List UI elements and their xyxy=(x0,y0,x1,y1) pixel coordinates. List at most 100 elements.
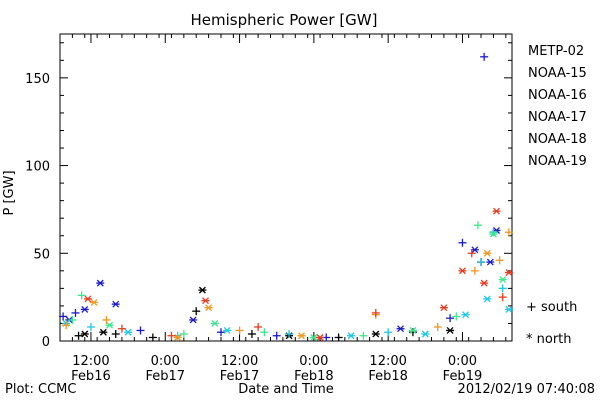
data-point-north xyxy=(223,327,232,334)
data-point-south xyxy=(247,329,256,338)
data-point-north xyxy=(486,258,495,266)
data-point-north xyxy=(489,230,498,238)
legend-north: * north xyxy=(526,332,572,347)
data-point-north xyxy=(111,300,120,308)
legend-item: NOAA-16 xyxy=(528,88,587,103)
data-point-south xyxy=(136,326,145,335)
y-axis-label: P [GW] xyxy=(2,170,17,215)
y-tick-label: 50 xyxy=(33,247,50,262)
x-tick-date: Feb18 xyxy=(368,369,408,384)
legend-south: + south xyxy=(526,300,577,315)
x-tick-date: Feb17 xyxy=(220,369,260,384)
data-point-north xyxy=(396,325,405,333)
data-point-south xyxy=(235,326,244,335)
plot-area: 05010015012:00Feb160:00Feb1712:00Feb170:… xyxy=(25,33,513,384)
data-point-south xyxy=(77,291,86,300)
footer-timestamp: 2012/02/19 07:40:08 xyxy=(458,382,595,397)
data-point-north xyxy=(498,276,507,284)
data-point-north xyxy=(504,305,513,313)
x-tick-time: 12:00 xyxy=(221,354,258,369)
data-point-south xyxy=(470,266,479,275)
data-point-south xyxy=(216,328,225,337)
data-point-south xyxy=(477,258,486,267)
data-point-north xyxy=(80,305,89,313)
data-point-north xyxy=(421,330,430,338)
data-point-north xyxy=(297,332,306,340)
x-tick-time: 0:00 xyxy=(299,354,328,369)
data-point-north xyxy=(483,249,492,257)
data-point-south xyxy=(384,328,393,337)
data-point-north xyxy=(198,286,207,294)
data-point-north xyxy=(83,295,92,303)
x-tick-date: Feb18 xyxy=(294,369,334,384)
data-point-north xyxy=(461,311,470,319)
data-point-south xyxy=(167,331,176,340)
data-point-north xyxy=(492,207,501,215)
data-point-south xyxy=(498,293,507,302)
data-point-south xyxy=(458,238,467,247)
data-point-north xyxy=(96,279,105,287)
data-point-north xyxy=(483,295,492,303)
data-point-north xyxy=(80,330,89,338)
data-point-south xyxy=(408,328,417,337)
data-point-south xyxy=(473,221,482,230)
data-point-south xyxy=(504,228,513,237)
data-point-south xyxy=(452,312,461,321)
data-point-north xyxy=(210,319,219,327)
data-point-south xyxy=(467,249,476,258)
data-point-south xyxy=(260,328,269,337)
data-point-south xyxy=(498,284,507,293)
x-tick-date: Feb16 xyxy=(71,369,111,384)
x-tick-date: Feb17 xyxy=(145,369,185,384)
plot-frame xyxy=(59,33,513,342)
data-point-south xyxy=(334,333,343,342)
chart-title: Hemispheric Power [GW] xyxy=(191,11,378,29)
x-axis-label: Date and Time xyxy=(238,382,334,397)
legend: METP-02 NOAA-15 NOAA-16 NOAA-17 NOAA-18 NOAA-… xyxy=(528,44,587,169)
data-point-north xyxy=(458,267,467,275)
legend-item: METP-02 xyxy=(528,44,584,59)
data-point-south xyxy=(111,329,120,338)
data-point-north xyxy=(446,327,455,334)
data-point-south xyxy=(446,314,455,323)
y-tick-label: 0 xyxy=(42,335,50,350)
data-point-south xyxy=(148,333,157,342)
data-point-south xyxy=(192,307,201,316)
data-point-north xyxy=(99,328,108,336)
data-point-south xyxy=(71,308,80,317)
data-point-south xyxy=(272,331,281,340)
data-point-south xyxy=(359,331,368,340)
legend-item: NOAA-15 xyxy=(528,66,587,81)
data-point-south xyxy=(285,329,294,338)
data-point-south xyxy=(117,324,126,333)
y-tick-label: 100 xyxy=(25,160,50,175)
data-point-south xyxy=(179,329,188,338)
data-point-north xyxy=(480,279,489,287)
x-tick-time: 12:00 xyxy=(72,354,109,369)
data-point-north xyxy=(189,316,198,324)
x-tick-time: 12:00 xyxy=(369,354,406,369)
data-point-south xyxy=(433,322,442,331)
data-point-north xyxy=(504,269,513,277)
legend-item: NOAA-18 xyxy=(528,132,587,147)
legend-item: NOAA-17 xyxy=(528,110,587,125)
data-point-south xyxy=(62,321,71,330)
data-point-north xyxy=(316,334,325,341)
footer-left: Plot: CCMC xyxy=(5,382,76,397)
data-point-south xyxy=(254,322,263,331)
data-point-north xyxy=(204,304,213,312)
data-point-south xyxy=(102,315,111,324)
y-tick-label: 150 xyxy=(25,72,50,87)
data-point-south xyxy=(59,312,68,321)
data-point-north xyxy=(371,330,380,338)
data-point-north xyxy=(347,332,356,340)
x-tick-time: 0:00 xyxy=(151,354,180,369)
data-point-south xyxy=(74,331,83,340)
data-point-north xyxy=(439,304,448,312)
x-tick-time: 0:00 xyxy=(448,354,477,369)
data-point-north xyxy=(173,334,182,341)
x-tick-date: Feb19 xyxy=(443,369,483,384)
data-point-north xyxy=(201,297,210,305)
data-point-south xyxy=(495,256,504,265)
